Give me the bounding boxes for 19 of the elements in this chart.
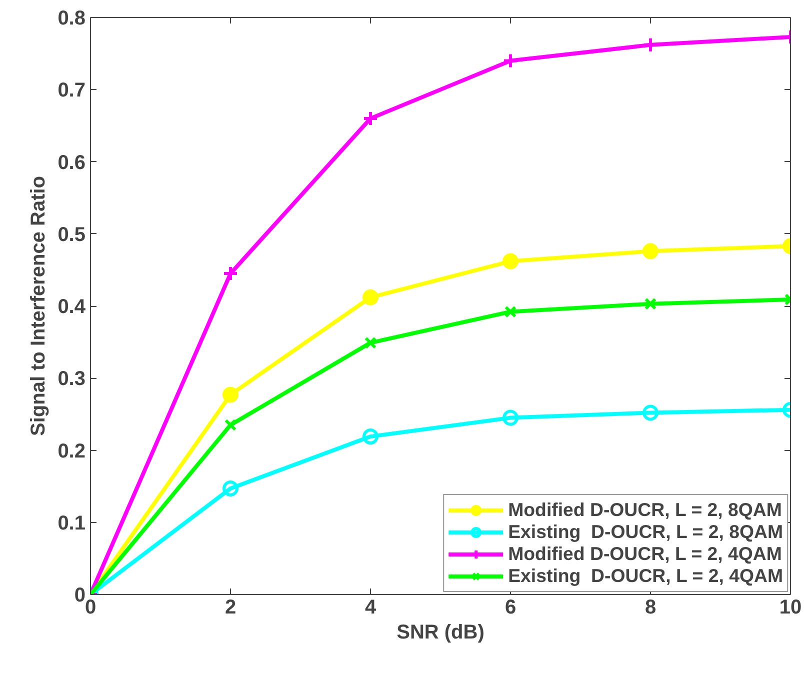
y-tick-label: 0.3 xyxy=(58,368,86,390)
x-tick-label: 10 xyxy=(779,596,802,618)
y-tick-label: 0.5 xyxy=(58,224,86,246)
x-axis-title: SNR (dB) xyxy=(396,622,484,644)
y-tick-label: 0.6 xyxy=(58,152,86,174)
x-tick-label: 2 xyxy=(224,596,236,618)
y-tick-label: 0.1 xyxy=(58,512,86,534)
y-tick-label: 0.8 xyxy=(58,8,86,30)
x-tick-label: 8 xyxy=(644,596,656,618)
y-tick-label: 0.2 xyxy=(58,440,86,462)
y-axis-title: Signal to Interference Ratio xyxy=(28,176,50,436)
legend-label: Modified D-OUCR, L = 2, 8QAM xyxy=(508,499,782,521)
x-tick-label: 4 xyxy=(364,596,377,618)
y-tick-label: 0.4 xyxy=(58,296,86,318)
legend-label: Existing D-OUCR, L = 2, 8QAM xyxy=(508,521,783,543)
y-tick-label: 0.7 xyxy=(58,80,86,102)
x-tick-label: 6 xyxy=(504,596,516,618)
legend-label: Existing D-OUCR, L = 2, 4QAM xyxy=(508,565,783,587)
legend-label: Modified D-OUCR, L = 2, 4QAM xyxy=(508,543,782,565)
